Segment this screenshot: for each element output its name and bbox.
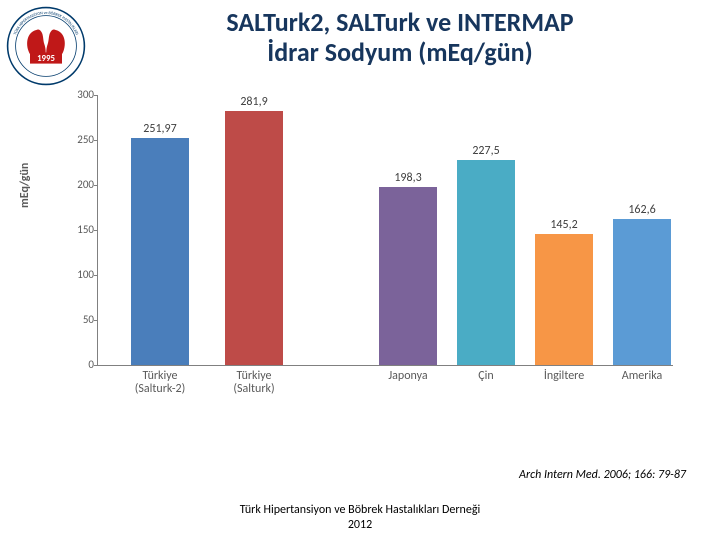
y-tick-mark xyxy=(94,185,98,186)
x-category-label: Türkiye (Salturk-2) xyxy=(135,370,186,396)
title-line-1: SALTurk2, SALTurk ve INTERMAP xyxy=(100,8,700,38)
bar-value-label: 162,6 xyxy=(628,203,655,217)
x-category-label: Türkiye (Salturk) xyxy=(233,370,274,396)
bar xyxy=(379,187,437,365)
bar xyxy=(613,219,671,365)
org-logo: 1995 TÜRK HİPERTANSİYON ve BÖBREK HASTAL… xyxy=(6,6,86,86)
bar xyxy=(457,160,515,365)
bar-value-label: 145,2 xyxy=(550,218,577,232)
y-tick-mark xyxy=(94,95,98,96)
y-tick-label: 50 xyxy=(58,313,94,326)
x-category-label: Japonya xyxy=(388,370,427,383)
y-tick-label: 200 xyxy=(58,178,94,191)
bar-value-label: 227,5 xyxy=(472,144,499,158)
footer: Türk Hipertansiyon ve Böbrek Hastalıklar… xyxy=(0,503,720,532)
y-tick-label: 300 xyxy=(58,88,94,101)
y-axis-label: mEq/gün xyxy=(18,163,32,208)
bar-value-label: 281,9 xyxy=(240,95,267,109)
y-tick-mark xyxy=(94,275,98,276)
title-line-2: İdrar Sodyum (mEq/gün) xyxy=(100,38,700,68)
bar-chart: 050100150200250300251,97Türkiye (Salturk… xyxy=(55,95,675,395)
x-category-label: İngiltere xyxy=(544,370,584,383)
bar xyxy=(535,234,593,365)
y-tick-mark xyxy=(94,140,98,141)
x-category-label: Çin xyxy=(478,370,493,383)
y-tick-label: 0 xyxy=(58,358,94,371)
svg-text:1995: 1995 xyxy=(37,54,55,64)
y-tick-mark xyxy=(94,230,98,231)
bar xyxy=(225,111,283,365)
y-tick-label: 250 xyxy=(58,133,94,146)
y-tick-mark xyxy=(94,365,98,366)
bar-value-label: 198,3 xyxy=(394,171,421,185)
footer-line-2: 2012 xyxy=(0,518,720,532)
bar xyxy=(131,138,189,365)
y-tick-label: 100 xyxy=(58,268,94,281)
footer-line-1: Türk Hipertansiyon ve Böbrek Hastalıklar… xyxy=(0,503,720,517)
page-title: SALTurk2, SALTurk ve INTERMAP İdrar Sody… xyxy=(100,8,700,68)
plot-area: 050100150200250300251,97Türkiye (Salturk… xyxy=(97,95,673,366)
bar-value-label: 251,97 xyxy=(143,122,176,136)
citation: Arch Intern Med. 2006; 166: 79-87 xyxy=(519,468,686,482)
y-tick-label: 150 xyxy=(58,223,94,236)
y-tick-mark xyxy=(94,320,98,321)
x-category-label: Amerika xyxy=(622,370,662,383)
